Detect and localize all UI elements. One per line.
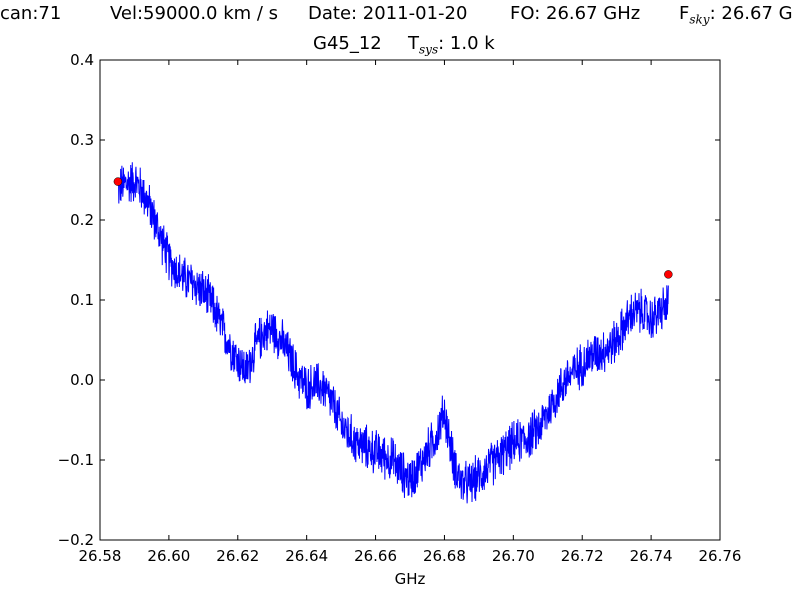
x-tick-label: 26.68 bbox=[423, 547, 466, 565]
x-tick-label: 26.66 bbox=[354, 547, 397, 565]
scan-label: can:71 bbox=[0, 3, 62, 24]
tsys-label: Tsys: 1.0 k bbox=[408, 33, 495, 57]
y-tick-label: −0.1 bbox=[58, 451, 94, 469]
x-tick-label: 26.74 bbox=[630, 547, 673, 565]
y-tick-label: 0.1 bbox=[70, 291, 94, 309]
y-tick-label: −0.2 bbox=[58, 531, 94, 549]
x-tick-label: 26.60 bbox=[147, 547, 190, 565]
velocity-label: Vel:59000.0 km / s bbox=[110, 3, 279, 24]
tsys-value: : 1.0 k bbox=[438, 33, 495, 54]
tsys-prefix: T bbox=[408, 33, 419, 54]
x-tick-label: 26.58 bbox=[79, 547, 122, 565]
y-tick-label: 0.2 bbox=[70, 211, 94, 229]
endpoint-marker bbox=[664, 270, 673, 279]
date-label: Date: 2011-01-20 bbox=[308, 3, 468, 24]
subtitle-line: G45_12 Tsys: 1.0 k bbox=[0, 33, 800, 57]
x-tick-label: 26.72 bbox=[561, 547, 604, 565]
fsky-subscript: sky bbox=[689, 12, 710, 27]
x-tick-label: 26.64 bbox=[285, 547, 328, 565]
y-tick-label: 0.4 bbox=[70, 51, 94, 69]
fsky-label: Fsky: 26.67 G bbox=[679, 3, 793, 27]
tsys-subscript: sys bbox=[419, 42, 439, 57]
source-label: G45_12 bbox=[313, 33, 382, 54]
markers-layer bbox=[113, 177, 673, 279]
y-tick-label: 0.3 bbox=[70, 131, 94, 149]
ticks-layer: 26.58 26.60 26.62 26.64 26.66 26.68 26.70 26.72… bbox=[58, 51, 742, 565]
x-tick-label: 26.70 bbox=[492, 547, 535, 565]
x-axis-label: GHz bbox=[395, 570, 426, 588]
fsky-value: : 26.67 G bbox=[709, 3, 793, 24]
spectrum-series-line bbox=[117, 162, 669, 504]
y-tick-label: 0.0 bbox=[70, 371, 94, 389]
fo-label: FO: 26.67 GHz bbox=[510, 3, 641, 24]
endpoint-marker bbox=[113, 177, 123, 186]
fsky-prefix: F bbox=[679, 3, 690, 24]
x-tick-label: 26.62 bbox=[216, 547, 259, 565]
header-line: can:71 Vel:59000.0 km / s Date: 2011-01-… bbox=[0, 3, 800, 27]
x-tick-label: 26.76 bbox=[699, 547, 742, 565]
series-layer bbox=[117, 162, 669, 504]
